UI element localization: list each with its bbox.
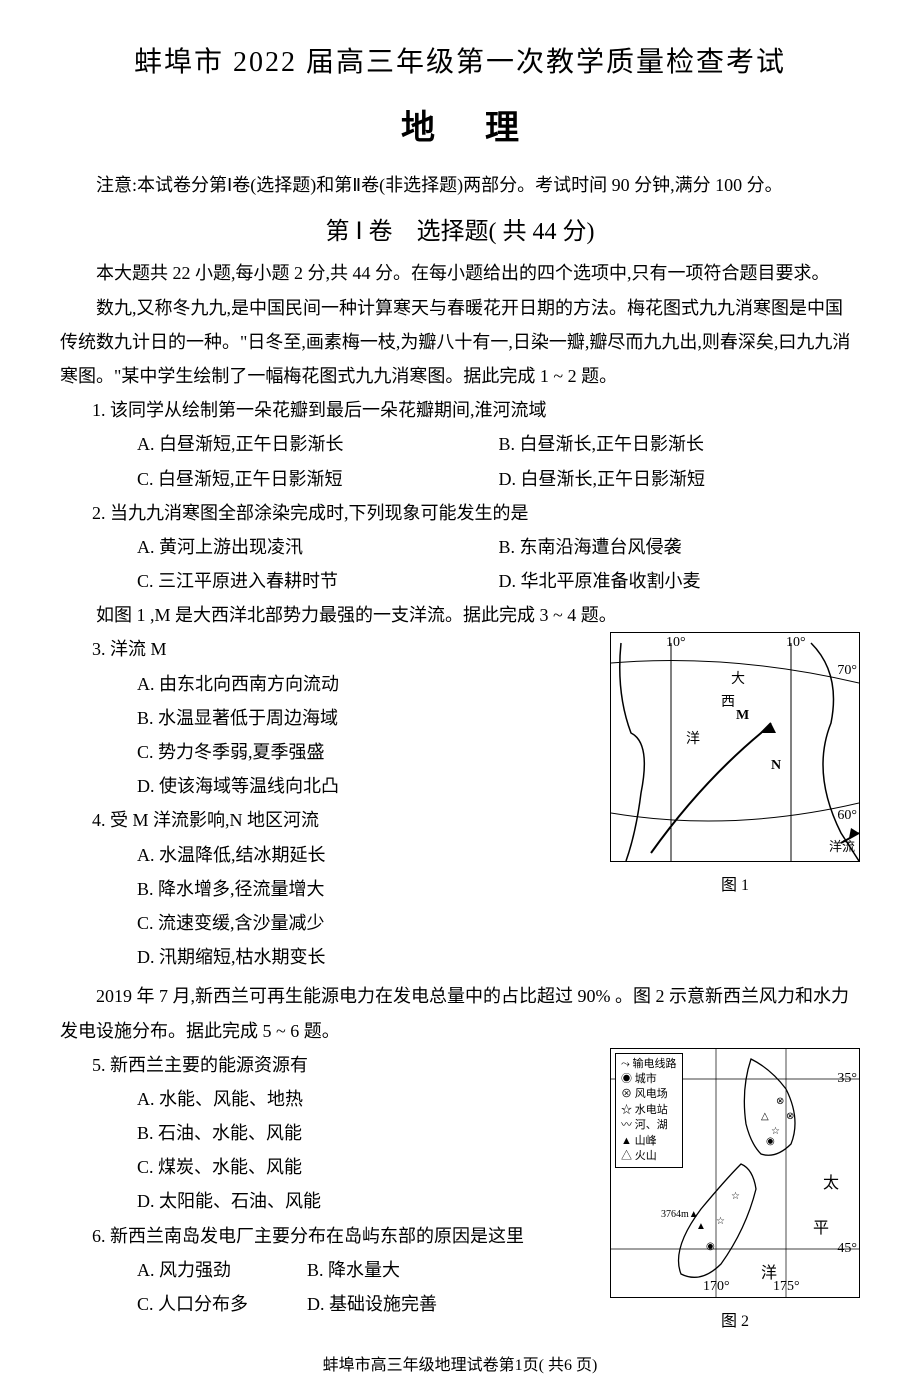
fig2-lat-35: 35° bbox=[837, 1071, 857, 1087]
fig1-label-n: N bbox=[771, 758, 781, 774]
fig2-ocean-yang: 洋 bbox=[761, 1259, 777, 1283]
q2-option-b: B. 东南沿海遭台风侵袭 bbox=[499, 530, 861, 564]
legend-hydro: ☆ 水电站 bbox=[621, 1103, 677, 1118]
fig2-lat-45: 45° bbox=[837, 1241, 857, 1257]
figure-1: 10° 10° 70° 60° 大 西 洋 M N 洋流 bbox=[610, 632, 860, 862]
svg-text:☆: ☆ bbox=[716, 1216, 725, 1227]
legend-peak: ▲ 山峰 bbox=[621, 1134, 677, 1149]
fig1-lat-60: 60° bbox=[837, 808, 857, 824]
svg-text:⊗: ⊗ bbox=[786, 1111, 794, 1122]
fig1-legend-current: 洋流 bbox=[829, 836, 855, 855]
q4-stem: 4. 受 M 洋流影响,N 地区河流 bbox=[92, 803, 580, 837]
legend-city: ◉ 城市 bbox=[621, 1072, 677, 1087]
figure-1-caption: 图 1 bbox=[610, 871, 860, 895]
fig1-ocean-1: 大 bbox=[731, 668, 745, 688]
q5-stem: 5. 新西兰主要的能源资源有 bbox=[92, 1048, 580, 1082]
section-heading: 第 Ⅰ 卷 选择题( 共 44 分) bbox=[60, 211, 860, 246]
exam-page: 蚌埠市 2022 届高三年级第一次教学质量检查考试 地理 注意:本试卷分第Ⅰ卷(… bbox=[0, 0, 920, 1395]
legend-volcano: △ 火山 bbox=[621, 1149, 677, 1164]
question-2: 2. 当九九消寒图全部涂染完成时,下列现象可能发生的是 A. 黄河上游出现凌汛 … bbox=[92, 496, 860, 599]
passage-3: 2019 年 7 月,新西兰可再生能源电力在发电总量中的占比超过 90% 。图 … bbox=[60, 979, 860, 1047]
q2-option-a: A. 黄河上游出现凌汛 bbox=[137, 530, 499, 564]
subject-title: 地理 bbox=[60, 100, 860, 149]
fig1-lon-left: 10° bbox=[666, 635, 686, 651]
fig1-lat-70: 70° bbox=[837, 663, 857, 679]
q6-option-a: A. 风力强劲 bbox=[137, 1253, 307, 1287]
q6-option-d: D. 基础设施完善 bbox=[307, 1287, 580, 1321]
q3-option-c: C. 势力冬季弱,夏季强盛 bbox=[137, 735, 580, 769]
fig1-ocean-2: 西 bbox=[721, 691, 735, 711]
exam-title: 蚌埠市 2022 届高三年级第一次教学质量检查考试 bbox=[60, 40, 860, 80]
svg-text:△: △ bbox=[761, 1111, 769, 1122]
svg-text:▲: ▲ bbox=[696, 1221, 706, 1232]
q5-option-a: A. 水能、风能、地热 bbox=[137, 1082, 580, 1116]
passage-1: 数九,又称冬九九,是中国民间一种计算寒天与春暖花开日期的方法。梅花图式九九消寒图… bbox=[60, 291, 860, 394]
q4-option-d: D. 汛期缩短,枯水期变长 bbox=[137, 940, 580, 974]
question-4: 4. 受 M 洋流影响,N 地区河流 A. 水温降低,结冰期延长 B. 降水增多… bbox=[92, 803, 580, 974]
fig2-peak-label: 3764m▲ bbox=[661, 1209, 699, 1220]
svg-text:⊗: ⊗ bbox=[776, 1096, 784, 1107]
fig1-ocean-3: 洋 bbox=[686, 728, 700, 748]
q2-option-d: D. 华北平原准备收割小麦 bbox=[499, 564, 861, 598]
svg-text:☆: ☆ bbox=[731, 1191, 740, 1202]
fig1-lon-right: 10° bbox=[786, 635, 806, 651]
q6-option-c: C. 人口分布多 bbox=[137, 1287, 307, 1321]
question-1: 1. 该同学从绘制第一朵花瓣到最后一朵花瓣期间,淮河流域 A. 白昼渐短,正午日… bbox=[92, 393, 860, 496]
figure-2-caption: 图 2 bbox=[610, 1307, 860, 1331]
exam-notice: 注意:本试卷分第Ⅰ卷(选择题)和第Ⅱ卷(非选择题)两部分。考试时间 90 分钟,… bbox=[60, 169, 860, 201]
q5-option-b: B. 石油、水能、风能 bbox=[137, 1116, 580, 1150]
q1-option-c: C. 白昼渐短,正午日影渐短 bbox=[137, 462, 499, 496]
q5-q6-block: ⤳ 输电线路 ◉ 城市 ⊗ 风电场 ☆ 水电站 〰 河、湖 ▲ 山峰 △ 火山 … bbox=[60, 1048, 860, 1322]
q4-option-a: A. 水温降低,结冰期延长 bbox=[137, 838, 580, 872]
q5-option-d: D. 太阳能、石油、风能 bbox=[137, 1184, 580, 1218]
q3-option-b: B. 水温显著低于周边海域 bbox=[137, 701, 580, 735]
fig1-label-m: M bbox=[736, 708, 749, 724]
svg-text:◉: ◉ bbox=[766, 1136, 775, 1147]
fig2-ocean-tai: 太 bbox=[823, 1169, 839, 1193]
section-intro: 本大题共 22 小题,每小题 2 分,共 44 分。在每小题给出的四个选项中,只… bbox=[60, 256, 860, 290]
fig2-lon-170: 170° bbox=[703, 1279, 730, 1295]
q6-option-b: B. 降水量大 bbox=[307, 1253, 580, 1287]
q1-option-a: A. 白昼渐短,正午日影渐长 bbox=[137, 427, 499, 461]
figure-2-legend: ⤳ 输电线路 ◉ 城市 ⊗ 风电场 ☆ 水电站 〰 河、湖 ▲ 山峰 △ 火山 bbox=[615, 1053, 683, 1169]
fig2-ocean-ping: 平 bbox=[813, 1214, 829, 1238]
legend-river: 〰 河、湖 bbox=[621, 1118, 677, 1133]
q2-stem: 2. 当九九消寒图全部涂染完成时,下列现象可能发生的是 bbox=[92, 496, 860, 530]
q6-stem: 6. 新西兰南岛发电厂主要分布在岛屿东部的原因是这里 bbox=[92, 1219, 580, 1253]
question-5: 5. 新西兰主要的能源资源有 A. 水能、风能、地热 B. 石油、水能、风能 C… bbox=[92, 1048, 580, 1219]
q3-option-a: A. 由东北向西南方向流动 bbox=[137, 667, 580, 701]
q5-option-c: C. 煤炭、水能、风能 bbox=[137, 1150, 580, 1184]
q3-stem: 3. 洋流 M bbox=[92, 632, 580, 666]
legend-windfarm: ⊗ 风电场 bbox=[621, 1087, 677, 1102]
q3-q4-block: 10° 10° 70° 60° 大 西 洋 M N 洋流 图 1 3. 洋流 M… bbox=[60, 632, 860, 974]
q1-option-b: B. 白昼渐长,正午日影渐长 bbox=[499, 427, 861, 461]
legend-powerline: ⤳ 输电线路 bbox=[621, 1057, 677, 1072]
q4-option-b: B. 降水增多,径流量增大 bbox=[137, 872, 580, 906]
q1-stem: 1. 该同学从绘制第一朵花瓣到最后一朵花瓣期间,淮河流域 bbox=[92, 393, 860, 427]
q2-option-c: C. 三江平原进入春耕时节 bbox=[137, 564, 499, 598]
passage-2: 如图 1 ,M 是大西洋北部势力最强的一支洋流。据此完成 3 ~ 4 题。 bbox=[60, 598, 860, 632]
q3-option-d: D. 使该海域等温线向北凸 bbox=[137, 769, 580, 803]
q4-option-c: C. 流速变缓,含沙量减少 bbox=[137, 906, 580, 940]
question-6: 6. 新西兰南岛发电厂主要分布在岛屿东部的原因是这里 A. 风力强劲 B. 降水… bbox=[92, 1219, 580, 1322]
svg-text:◉: ◉ bbox=[706, 1241, 715, 1252]
question-3: 3. 洋流 M A. 由东北向西南方向流动 B. 水温显著低于周边海域 C. 势… bbox=[92, 632, 580, 803]
q1-option-d: D. 白昼渐长,正午日影渐短 bbox=[499, 462, 861, 496]
figure-2: ⤳ 输电线路 ◉ 城市 ⊗ 风电场 ☆ 水电站 〰 河、湖 ▲ 山峰 △ 火山 … bbox=[610, 1048, 860, 1298]
page-footer: 蚌埠市高三年级地理试卷第1页( 共6 页) bbox=[60, 1351, 860, 1375]
